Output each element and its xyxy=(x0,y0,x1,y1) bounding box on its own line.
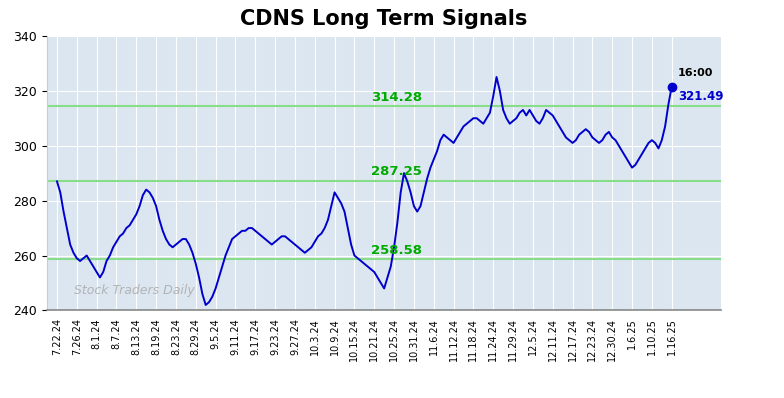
Title: CDNS Long Term Signals: CDNS Long Term Signals xyxy=(241,9,528,29)
Text: 314.28: 314.28 xyxy=(371,91,422,104)
Text: 258.58: 258.58 xyxy=(371,244,422,257)
Text: 287.25: 287.25 xyxy=(371,165,422,178)
Text: Stock Traders Daily: Stock Traders Daily xyxy=(74,284,194,297)
Text: 321.49: 321.49 xyxy=(678,90,724,103)
Text: 16:00: 16:00 xyxy=(678,68,713,78)
